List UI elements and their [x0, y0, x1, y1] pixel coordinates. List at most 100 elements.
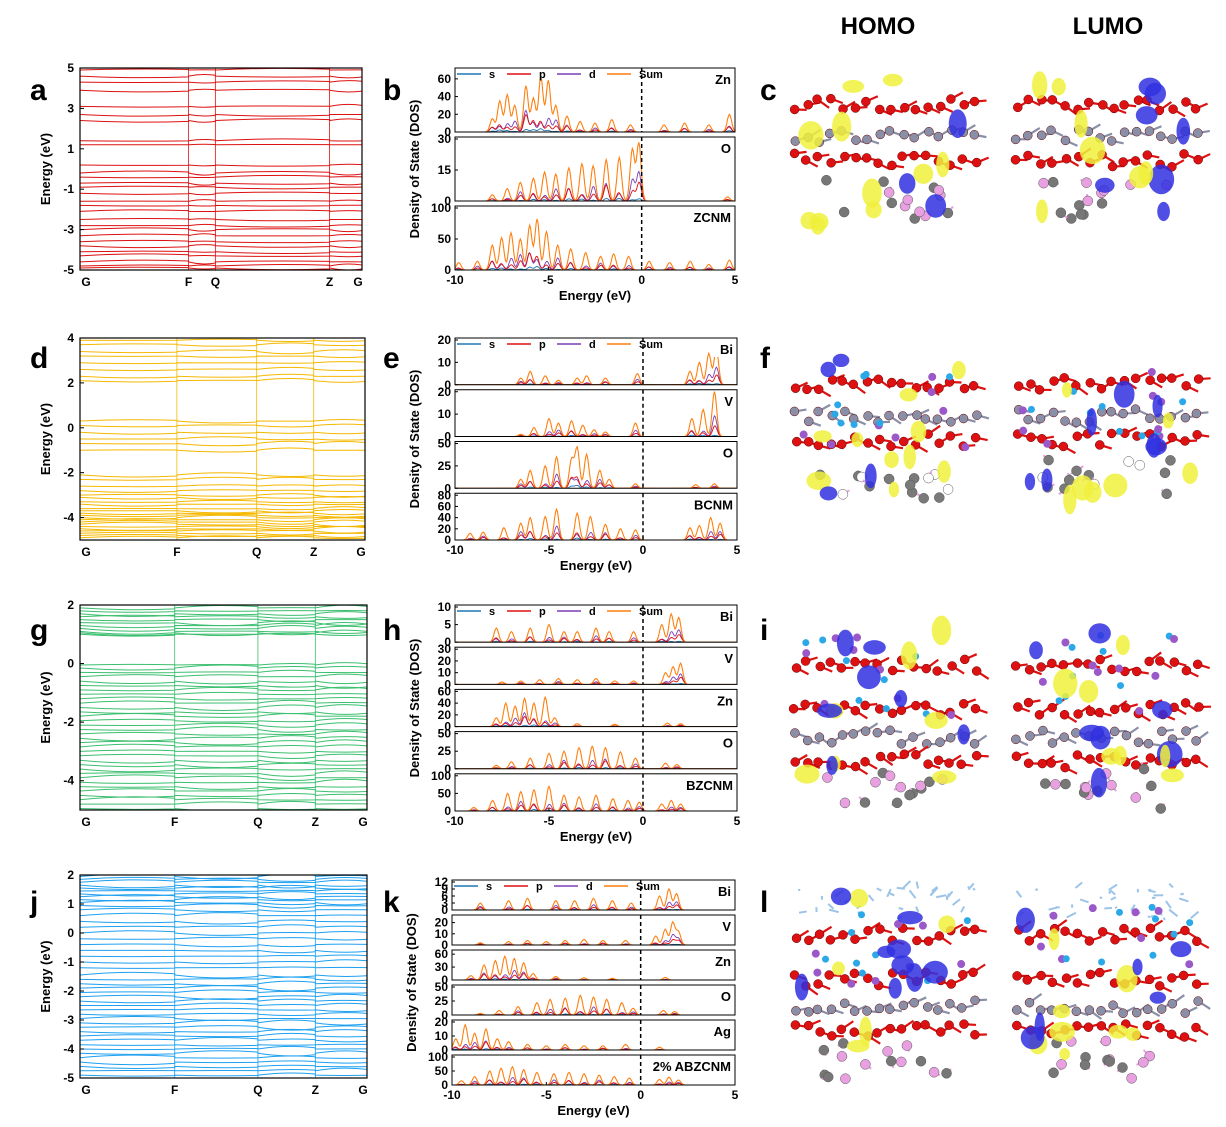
y-tick-label: 30	[438, 132, 452, 146]
homo-header: HOMO	[841, 13, 916, 40]
dos-line-d	[455, 366, 737, 385]
y-tick-label: -3	[63, 223, 74, 237]
bismuth-vanadium-atom	[853, 633, 862, 642]
bismuth-vanadium-atom	[961, 443, 970, 452]
atom	[836, 1024, 847, 1035]
orbital-lobe-positive	[1101, 747, 1121, 765]
band-line-2	[80, 879, 367, 884]
silver-cluster-bond	[1079, 898, 1089, 904]
atom	[802, 384, 812, 395]
ligand-atom	[1043, 454, 1054, 466]
vanadium-atom	[855, 696, 863, 704]
y-tick-label: 0	[441, 1043, 448, 1057]
x-axis-label: Energy (eV)	[560, 558, 632, 573]
silver-cluster-bond	[798, 910, 807, 914]
band-lines	[80, 68, 362, 270]
dos-line-sum	[452, 1023, 735, 1050]
atom	[1118, 1008, 1128, 1018]
y-tick-label: 0	[444, 481, 451, 495]
atom	[1012, 1020, 1022, 1031]
vanadium-atom	[963, 917, 971, 925]
atom	[812, 1004, 823, 1015]
atom	[815, 1027, 825, 1037]
atom	[826, 1004, 837, 1015]
y-tick-label: 60	[435, 947, 449, 961]
orbital-lobe-negative	[820, 361, 837, 378]
atom	[947, 661, 957, 671]
y-tick-label: 5	[444, 618, 451, 632]
plot-frame	[79, 604, 368, 811]
silver-cluster-bond	[1110, 896, 1117, 901]
legend-label-sum: Sum	[639, 339, 663, 351]
atom	[848, 379, 859, 390]
dos-curves	[455, 218, 735, 270]
atom	[851, 135, 861, 145]
band-line-1	[80, 876, 367, 882]
kpoint-label-Z: Z	[312, 815, 319, 829]
atom	[1072, 658, 1083, 668]
atom	[1109, 726, 1120, 737]
element-label: Zn	[717, 693, 733, 708]
band-line-21	[80, 704, 367, 711]
band-line-32	[80, 1016, 367, 1021]
orbital-lobe-positive	[1032, 71, 1048, 100]
orbital-lobe-positive	[1160, 744, 1171, 768]
subplot-frame	[454, 688, 738, 728]
band-line-37	[80, 774, 367, 782]
silver-cluster-bond	[908, 889, 917, 899]
element-label-bg	[719, 392, 735, 409]
atom	[1026, 432, 1036, 442]
atom	[896, 1024, 907, 1034]
orbital-lobe-negative	[925, 194, 947, 218]
orbital-lobe-positive	[794, 764, 820, 784]
orbital-lobe-negative	[1152, 700, 1173, 719]
band-line-3	[80, 355, 365, 359]
atom	[970, 432, 981, 443]
dos-line-d	[455, 629, 737, 643]
atom	[1060, 101, 1070, 111]
band-line-15	[80, 680, 367, 685]
orbital-lobe-negative	[863, 640, 886, 655]
dos-line-sum	[455, 347, 737, 385]
dos-line-sum	[455, 76, 735, 132]
silver-cluster-bond	[827, 903, 835, 910]
plot-frame	[79, 67, 363, 271]
y-tick-label: -2	[63, 715, 74, 729]
y-tick-label: 0	[67, 421, 74, 435]
band-line-18	[80, 949, 367, 954]
ligand-atom	[1155, 803, 1166, 814]
atom	[1167, 134, 1177, 144]
atom	[850, 705, 861, 716]
vanadium-atom	[858, 969, 866, 977]
atom	[1071, 1006, 1082, 1017]
orbital-lobe-positive	[1036, 199, 1048, 224]
band-line-5	[80, 113, 362, 117]
atom	[912, 935, 922, 946]
orbital-lobe-negative	[1152, 394, 1163, 418]
atom	[932, 414, 943, 424]
band-line-1	[80, 609, 367, 613]
band-line-28	[80, 998, 367, 1004]
silver-cluster-bond	[935, 894, 947, 899]
atom	[1143, 738, 1154, 749]
dos-curves	[452, 955, 735, 980]
band-line-15	[80, 476, 365, 481]
silver-cluster-bond	[1162, 917, 1166, 921]
bismuth-vanadium-atom	[1137, 934, 1146, 943]
atom	[932, 1005, 943, 1015]
atom	[1025, 731, 1035, 741]
y-tick-label: 20	[438, 333, 452, 347]
band-line-14	[80, 924, 367, 928]
atom	[873, 374, 884, 385]
y-tick-label: 25	[438, 459, 452, 473]
atom	[789, 406, 800, 417]
atom	[1145, 923, 1156, 934]
vanadium-atom	[1149, 951, 1157, 959]
atom	[898, 436, 909, 447]
element-label-bg	[709, 71, 733, 87]
atom	[790, 383, 801, 393]
atom	[825, 657, 836, 667]
ligand-atom	[1117, 1062, 1128, 1073]
dos-curves	[455, 445, 737, 489]
orbital-lobe-positive	[931, 615, 952, 646]
